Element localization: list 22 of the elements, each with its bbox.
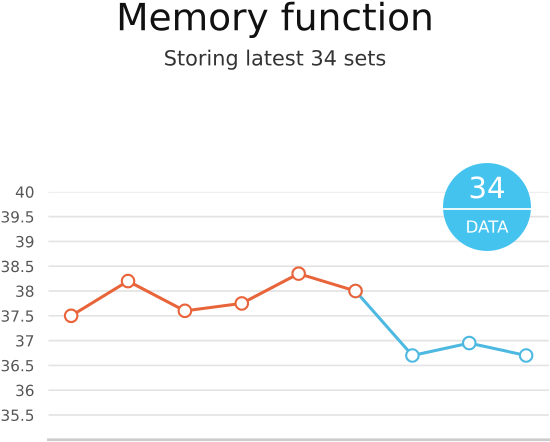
point: [120, 274, 136, 288]
point: [462, 336, 477, 350]
y-tick-label: 37: [16, 335, 34, 347]
chart-title: Memory function: [120, 2, 431, 38]
y-tick-label: 39: [16, 236, 34, 248]
annotation: DATA: [467, 220, 508, 233]
point: [64, 308, 78, 324]
y-tick-label: 35.5: [2, 409, 34, 422]
chart-subtitle: Storing latest 34 sets: [165, 50, 386, 70]
point: [178, 304, 192, 318]
y-tick-label: 36: [16, 384, 34, 396]
y-tick-label: 40: [16, 186, 34, 198]
y-tick-label: 37.5: [2, 310, 34, 322]
point: [234, 296, 250, 311]
y-tick-label: 38: [16, 285, 34, 298]
point: [291, 266, 306, 281]
y-tick-label: 38.5: [2, 260, 34, 272]
point: [518, 348, 534, 363]
y-tick-label: 39.5: [2, 211, 34, 223]
y-tick-label: 36.5: [2, 360, 34, 372]
point: [405, 348, 420, 363]
annotation: 34: [470, 176, 504, 198]
